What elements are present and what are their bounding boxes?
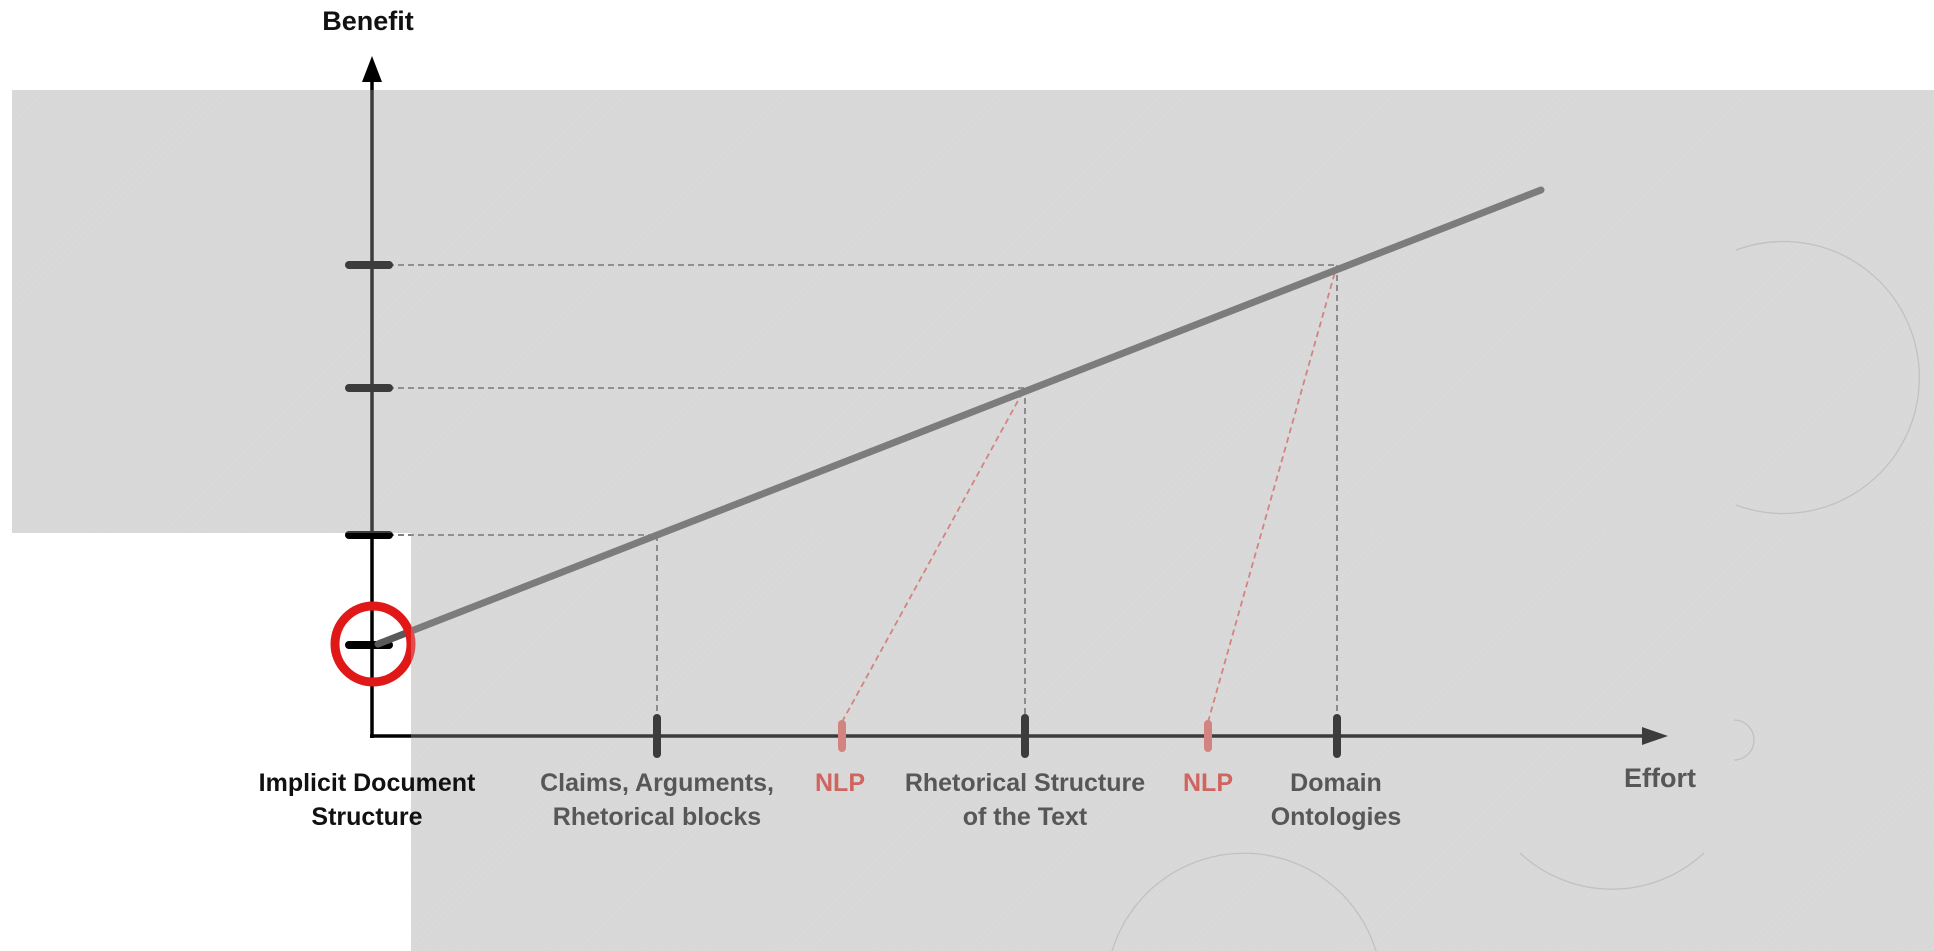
background-circles xyxy=(1111,240,1920,951)
x-label-line1: Rhetorical Structure xyxy=(904,769,1146,797)
x-label-line2: Structure xyxy=(311,803,423,831)
y-axis-label: Benefit xyxy=(322,6,414,36)
background-circle-small xyxy=(1733,719,1755,761)
dimmed-overlay-bottom xyxy=(411,533,1934,951)
background-circle-bottom xyxy=(1111,852,1377,951)
background-circle-lower-right xyxy=(1519,852,1705,890)
x-label-claims-arguments: Claims, Arguments, Rhetorical blocks xyxy=(540,766,774,834)
x-label-line1: NLP xyxy=(815,769,865,797)
x-axis-arrowhead xyxy=(1642,727,1668,745)
x-label-line1: NLP xyxy=(1183,769,1233,797)
x-label-nlp-1: NLP xyxy=(815,766,865,800)
x-axis-ticks xyxy=(653,714,1341,758)
background-circle-right xyxy=(1735,240,1920,515)
x-label-line2: of the Text xyxy=(962,803,1088,831)
horizontal-guides xyxy=(378,264,1337,536)
highlight-ring[interactable] xyxy=(330,601,416,687)
nlp-connectors xyxy=(841,264,1338,723)
x-label-line1: Domain xyxy=(1290,769,1382,797)
x-label-line1: Claims, Arguments, xyxy=(540,769,774,797)
y-axis-arrowhead xyxy=(362,56,382,82)
y-axis-ticks xyxy=(345,261,393,649)
x-label-nlp-2: NLP xyxy=(1183,766,1233,800)
x-label-line2: Rhetorical blocks xyxy=(552,803,762,831)
nlp-connector-2 xyxy=(1207,264,1338,723)
x-label-line1: Implicit Document xyxy=(258,769,476,797)
nlp-connector-1 xyxy=(841,387,1026,723)
dimmed-overlay-top xyxy=(12,90,1934,533)
x-axis-label: Effort xyxy=(1624,763,1696,793)
x-label-implicit-document-structure: Implicit Document Structure xyxy=(259,766,476,834)
benefit-trend-line xyxy=(374,186,1545,648)
x-label-line2: Ontologies xyxy=(1270,803,1402,831)
x-label-domain-ontologies: Domain Ontologies xyxy=(1271,766,1402,834)
x-label-rhetorical-structure: Rhetorical Structure of the Text xyxy=(905,766,1145,834)
vertical-guides xyxy=(656,265,1338,720)
